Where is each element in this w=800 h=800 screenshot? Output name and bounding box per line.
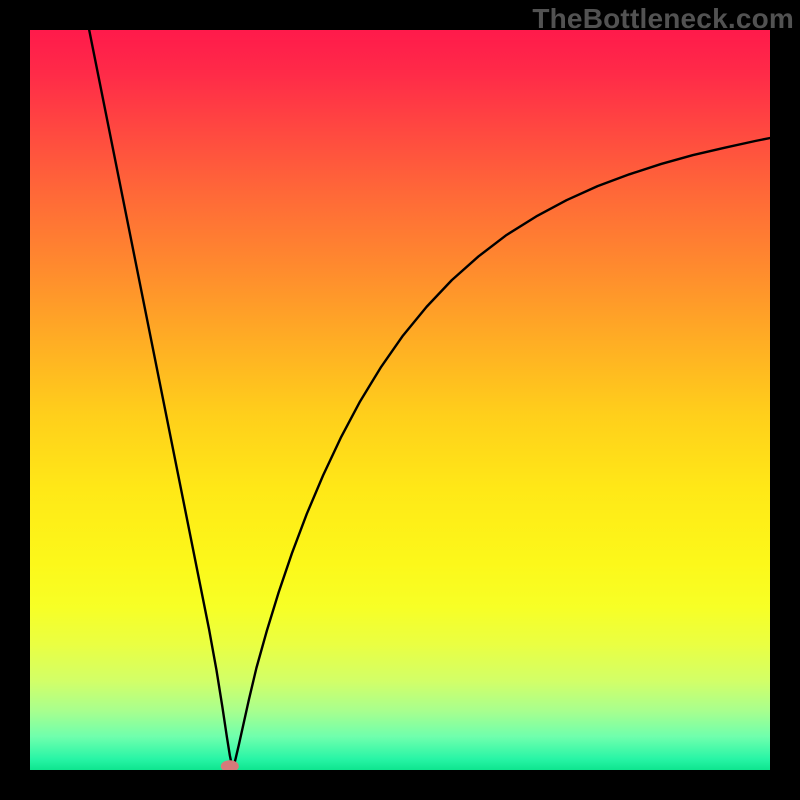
- plot-svg: [30, 30, 770, 770]
- gradient-background: [30, 30, 770, 770]
- watermark-text: TheBottleneck.com: [532, 3, 794, 35]
- plot-area: [30, 30, 770, 770]
